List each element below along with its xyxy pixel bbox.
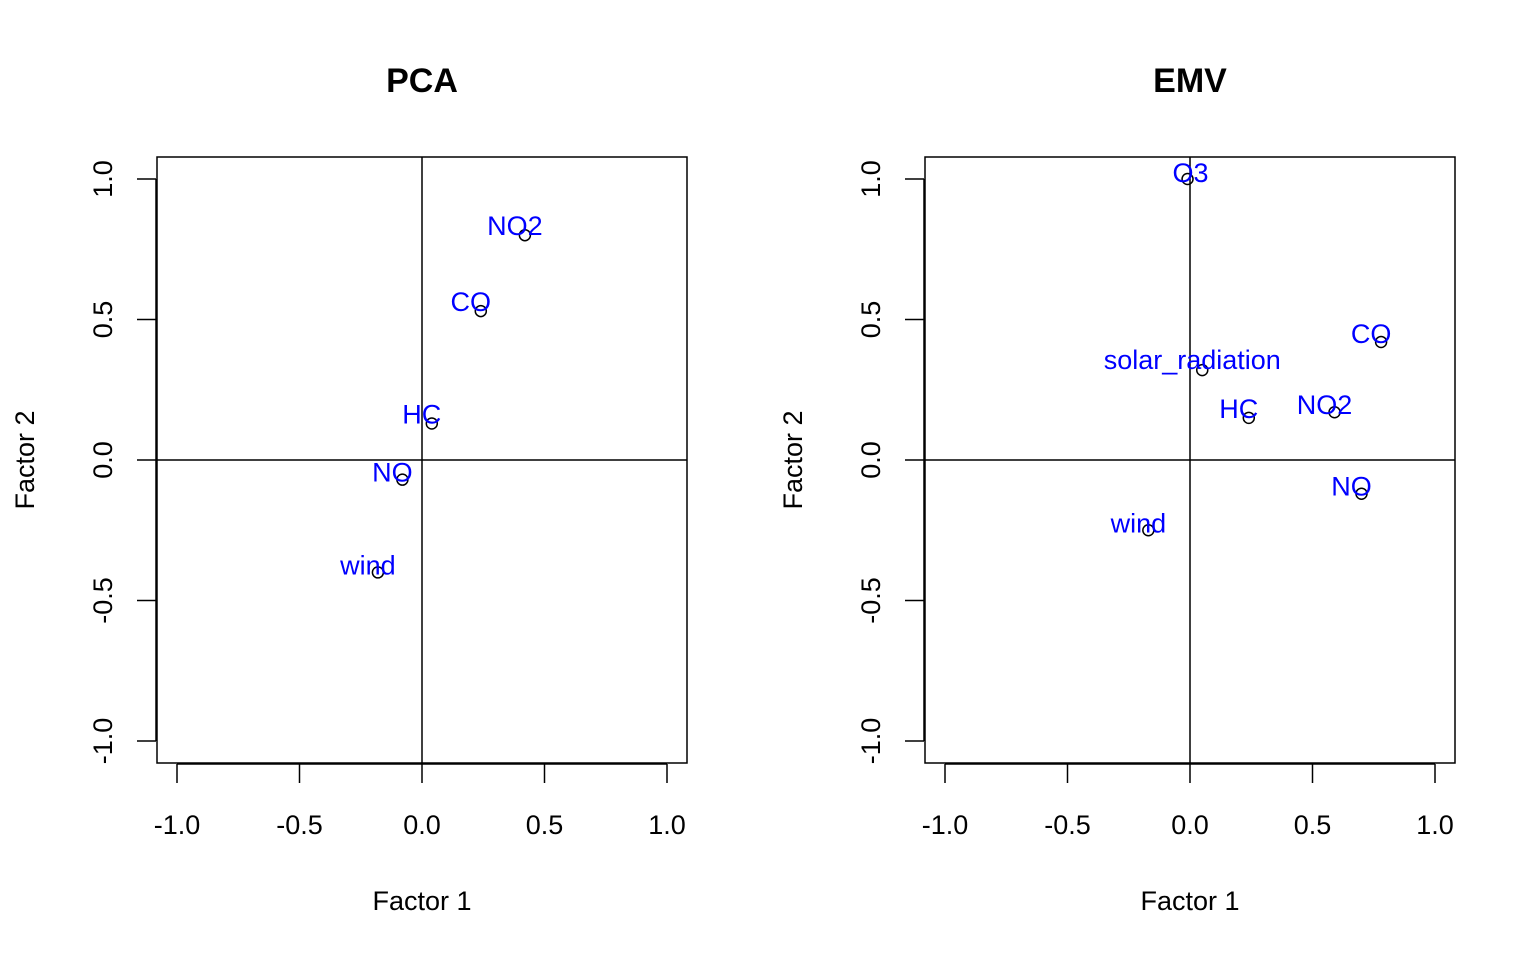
- pca-point-co: [474, 304, 488, 318]
- pca-point-wind: [371, 566, 385, 579]
- emv-point-label-no2: NO2: [1297, 390, 1353, 420]
- emv-point-hc: [1242, 411, 1256, 425]
- pca-point-label-co: CO: [451, 287, 492, 317]
- pca-x-tick-label: -1.0: [154, 810, 201, 840]
- pca-point-hc: [425, 417, 439, 430]
- emv-x-tick-label: 0.5: [1294, 810, 1332, 840]
- pca-point-label-no2: NO2: [487, 211, 543, 241]
- emv-panel: EMV -1.0 -0.5 0.0 0.5 1.0 -1.0 -0.5 0.0 0.5 1.0 Fac…: [778, 62, 1456, 916]
- emv-x-tick-label: -0.5: [1044, 810, 1091, 840]
- emv-point-solar-radiation: [1196, 363, 1209, 377]
- pca-point-no: [396, 473, 409, 486]
- pca-y-tick-label: 1.0: [88, 160, 118, 198]
- pca-point-label-hc: HC: [402, 399, 441, 429]
- pca-y-axis-title: Factor 2: [10, 410, 40, 509]
- pca-point-no2: [518, 228, 532, 242]
- emv-title: EMV: [1153, 62, 1227, 100]
- emv-x-axis-title: Factor 1: [1140, 886, 1239, 916]
- emv-point-no: [1355, 487, 1368, 500]
- emv-y-axis-title: Factor 2: [778, 410, 808, 509]
- pca-point-label-wind: wind: [339, 550, 396, 580]
- emv-y-tick-label: 0.0: [856, 441, 886, 479]
- emv-x-tick-label: 0.0: [1171, 810, 1209, 840]
- pca-x-tick-label: 0.5: [526, 810, 564, 840]
- pca-x-tick-label: 1.0: [648, 810, 686, 840]
- emv-y-tick-label: 1.0: [856, 160, 886, 198]
- pca-panel: PCA -1.0 -0.5 0.0 0.5 1.0 -1.0 -0.5 0.0 0.5 1.0 Fac…: [10, 62, 688, 916]
- emv-y-tick-label: -0.5: [856, 577, 886, 624]
- emv-y-tick-label: 0.5: [856, 301, 886, 339]
- emv-point-wind: [1142, 524, 1155, 537]
- emv-y-tick-label: -1.0: [856, 718, 886, 765]
- emv-point-no2: [1328, 405, 1341, 419]
- pca-x-axis-title: Factor 1: [372, 886, 471, 916]
- emv-x-tick-label: 1.0: [1416, 810, 1454, 840]
- pca-y-tick-label: 0.0: [88, 441, 118, 479]
- pca-y-tick-label: -1.0: [88, 718, 118, 765]
- emv-point-co: [1374, 335, 1388, 349]
- emv-point-label-solar-radiation: solar_radiation: [1104, 345, 1281, 375]
- emv-point-label-co: CO: [1351, 319, 1392, 349]
- pca-x-tick-label: 0.0: [403, 810, 441, 840]
- pca-y-tick-label: -0.5: [88, 577, 118, 624]
- emv-point-label-o3: O3: [1173, 158, 1209, 188]
- pca-title: PCA: [386, 62, 458, 100]
- pca-x-tick-label: -0.5: [276, 810, 323, 840]
- emv-point-label-hc: HC: [1219, 394, 1258, 424]
- emv-x-tick-label: -1.0: [922, 810, 969, 840]
- pca-point-label-no: NO: [372, 458, 413, 488]
- emv-point-o3: [1181, 172, 1194, 186]
- pca-y-tick-label: 0.5: [88, 301, 118, 339]
- emv-point-label-wind: wind: [1110, 508, 1167, 538]
- emv-point-label-no: NO: [1331, 472, 1372, 502]
